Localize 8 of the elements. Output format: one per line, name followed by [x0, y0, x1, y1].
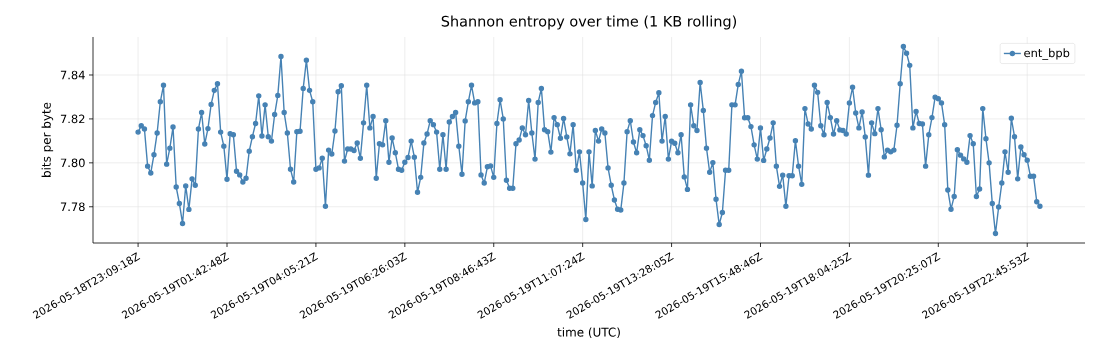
- y-tick-label: 7.80: [60, 158, 85, 168]
- y-tick-label: 7.78: [60, 202, 85, 212]
- y-tick-label: 7.84: [60, 70, 85, 80]
- chart-title: Shannon entropy over time (1 KB rolling): [441, 15, 737, 30]
- legend-label: ent_bpb: [1024, 48, 1070, 60]
- y-axis-title: bits per byte: [41, 102, 54, 177]
- y-tick-label: 7.82: [60, 114, 85, 124]
- x-axis-title: time (UTC): [557, 327, 620, 339]
